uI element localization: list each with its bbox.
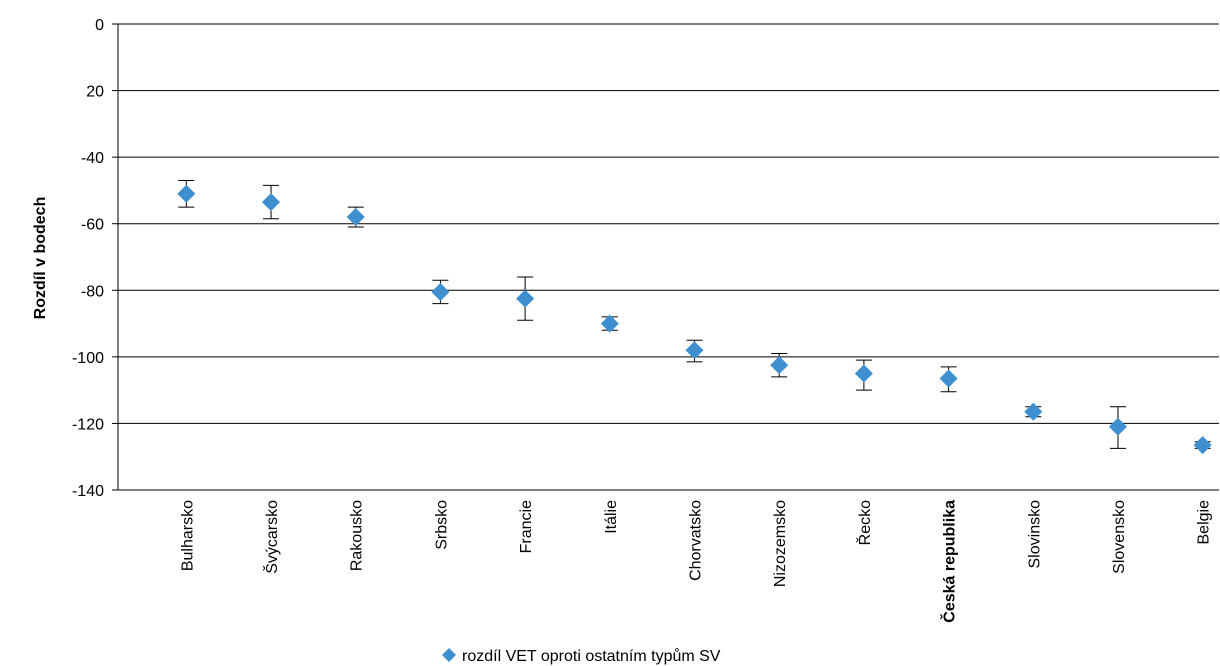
data-point [262,193,281,212]
x-tick-label: Srbsko [433,500,450,550]
legend: rozdíl VET oproti ostatním typům SV [442,647,721,665]
y-tick-label: -140 [72,483,104,500]
y-tick-label: -100 [72,350,104,367]
category-labels: Bulharsko Švýcarsko Rakousko Srbsko Francie I… [179,500,1212,623]
y-tick-label: -120 [72,416,104,433]
y-axis-label: Rozdíl v bodech [32,197,49,320]
x-tick-label: Rakousko [349,500,366,571]
data-point [685,341,704,360]
x-tick-label: Slovensko [1111,500,1128,574]
y-tick-label: 0 [95,17,104,34]
y-axis-ticks: 0 20 -40 -60 -80 -100 -120 -140 [72,17,118,500]
x-tick-label: Nizozemsko [772,500,789,587]
x-tick-label: Bulharsko [179,500,196,571]
legend-marker [442,648,456,662]
x-tick-label: Česká republika [940,500,959,623]
x-tick-label: Itálie [603,500,620,534]
data-point [1193,436,1212,455]
data-point [431,282,450,301]
gridlines [118,23,1219,491]
x-tick-label: Belgie [1196,500,1213,545]
x-tick-label: Chorvatsko [688,500,705,581]
data-point [1024,402,1043,421]
y-tick-label: -80 [81,283,104,300]
y-tick-label: -60 [81,217,104,234]
data-points [177,184,1212,455]
data-point [600,314,619,333]
data-point [770,356,789,375]
data-point [346,208,365,227]
data-point [516,289,535,308]
y-tick-label: 20 [86,84,104,101]
error-bars [178,179,1211,449]
data-point [1108,417,1127,436]
x-tick-label: Slovinsko [1026,500,1043,569]
data-point [939,369,958,388]
x-tick-label: Řecko [855,500,874,545]
x-tick-label: Francie [518,500,535,553]
legend-label: rozdíl VET oproti ostatním typům SV [462,647,721,665]
data-point [854,364,873,383]
y-tick-label: -40 [81,150,104,167]
data-point [177,184,196,203]
x-tick-label: Švýcarsko [262,500,281,574]
